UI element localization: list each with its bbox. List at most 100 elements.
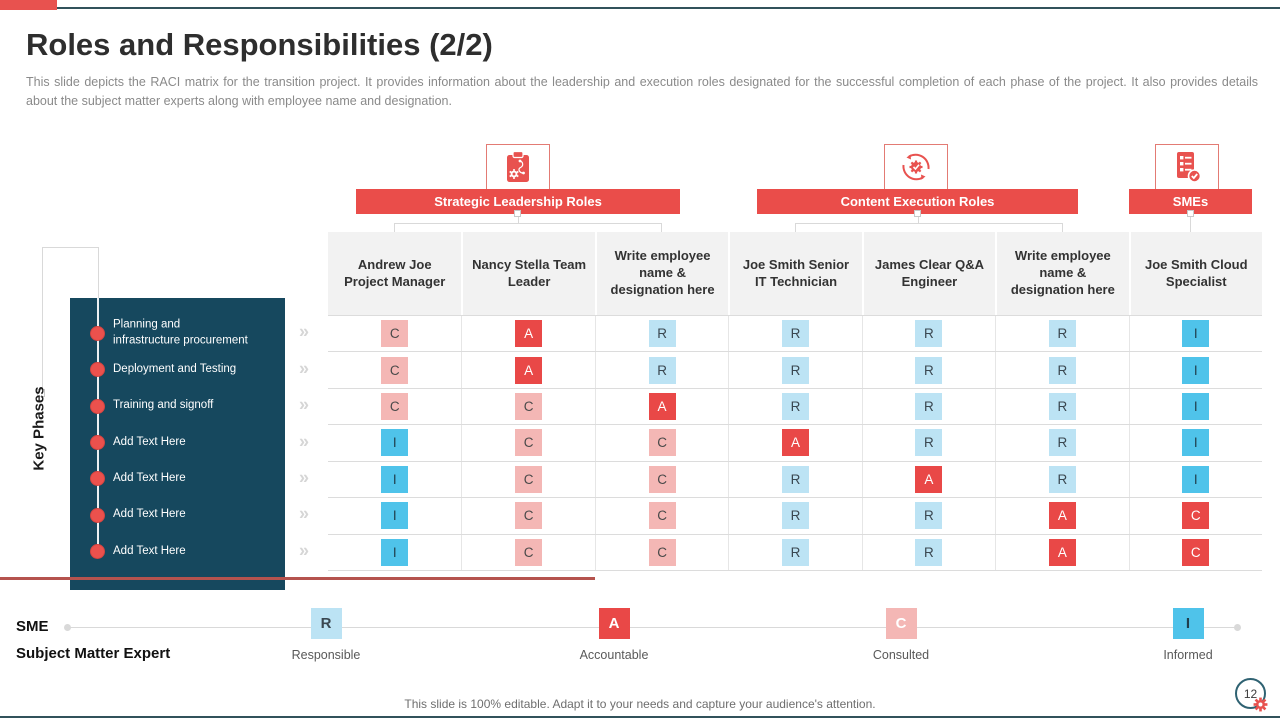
raci-cell: I: [1128, 461, 1262, 498]
raci-chip-i: I: [381, 538, 409, 566]
raci-chip-r: R: [781, 465, 809, 493]
raci-cell: C: [1128, 534, 1262, 570]
phase-dot: [90, 471, 105, 487]
phase-label: Training and signoff: [113, 399, 214, 412]
raci-cell: R: [861, 316, 995, 352]
phase-label[interactable]: Add Text Here: [113, 435, 186, 448]
connector-line: [795, 223, 796, 232]
raci-chip-r: R: [915, 429, 943, 457]
raci-chip-i: I: [1182, 393, 1210, 421]
raci-chip-a: A: [648, 393, 676, 421]
raci-cell: I: [328, 425, 461, 460]
raci-chip-r: R: [1048, 465, 1076, 493]
raci-chip-r: R: [648, 356, 676, 384]
raci-cell: R: [995, 388, 1128, 425]
raci-cell: R: [995, 352, 1128, 388]
gear-icon[interactable]: [1253, 697, 1268, 712]
legend-chip-c: C: [885, 608, 917, 639]
raci-chip-c: C: [381, 356, 409, 384]
connector-handle: [37, 389, 45, 397]
raci-chip-i: I: [381, 429, 409, 457]
raci-cell: I: [1128, 425, 1262, 461]
gear-cycle-icon: [902, 153, 930, 181]
raci-cell: R: [861, 425, 995, 461]
legend-chip-r: R: [310, 608, 342, 639]
slide-description: This slide depicts the RACI matrix for t…: [26, 75, 1258, 109]
legend-chip-i: I: [1172, 608, 1204, 639]
group-banner-strategic-leadership: Strategic Leadership Roles: [356, 189, 680, 214]
matrix-column-header: Joe Smith Cloud Specialist: [1128, 232, 1262, 315]
legend-label-consulted: Consulted: [872, 648, 930, 662]
page-number: 12: [1243, 686, 1258, 701]
matrix-column-header-label: Joe Smith Cloud Specialist: [1145, 256, 1248, 289]
matrix-column-header: Andrew Joe Project Manager: [328, 232, 462, 315]
raci-cell: C: [461, 425, 594, 461]
raci-cell: R: [861, 498, 995, 534]
raci-chip-r: R: [781, 538, 809, 566]
raci-cell: C: [594, 534, 728, 570]
raci-chip-c: C: [1182, 502, 1210, 530]
legend-line: [68, 627, 1238, 628]
raci-chip-c: C: [648, 465, 676, 493]
raci-chip-r: R: [1048, 320, 1076, 348]
page-title: Roles and Responsibilities (2/2): [26, 27, 493, 62]
raci-chip-c: C: [515, 429, 543, 457]
raci-cell: R: [728, 352, 861, 388]
bottom-rule: [0, 716, 1280, 718]
connector-line: [795, 223, 1062, 224]
raci-cell: R: [728, 388, 861, 425]
raci-chip-c: C: [515, 393, 543, 421]
raci-cell: C: [328, 389, 461, 424]
raci-cell: R: [995, 316, 1128, 352]
raci-chip-a: A: [515, 320, 543, 348]
matrix-column-header-label: Write employee name & designation here: [1010, 248, 1115, 297]
phase-label[interactable]: Add Text Here: [113, 472, 186, 485]
raci-cell: I: [1128, 316, 1262, 352]
phase-dot: [90, 435, 105, 450]
raci-chip-a: A: [781, 429, 809, 457]
phase-label: Planning and infrastructure procurement: [113, 318, 248, 347]
raci-chip-r: R: [915, 538, 943, 566]
raci-cell: A: [461, 316, 594, 352]
raci-cell: R: [728, 498, 861, 534]
legend-chip-a: A: [598, 608, 630, 639]
raci-chip-a: A: [1048, 538, 1076, 566]
raci-cell: R: [995, 461, 1128, 498]
raci-chip-r: R: [781, 356, 809, 384]
connector-handle: [514, 210, 521, 217]
connector-line: [42, 247, 43, 390]
chevron-right-icon: »: [298, 431, 309, 452]
phase-label[interactable]: Add Text Here: [113, 545, 186, 558]
raci-chip-r: R: [781, 502, 809, 530]
connector-line: [518, 217, 519, 223]
accent-bar: [0, 0, 57, 10]
raci-chip-i: I: [1182, 429, 1210, 457]
matrix-column-header: James Clear Q&A Engineer: [861, 232, 996, 315]
matrix-column-header[interactable]: Write employee name & designation here: [594, 232, 729, 315]
matrix-column-header-label: Joe Smith Senior IT Technician: [742, 256, 850, 289]
raci-cell: C: [328, 352, 461, 387]
matrix-column-header-label: James Clear Q&A Engineer: [874, 256, 984, 289]
raci-cell: C: [461, 461, 594, 498]
matrix-column-header-label: Nancy Stella Team Leader: [472, 256, 587, 289]
timeline-line: [97, 298, 99, 552]
chevron-right-icon: »: [298, 321, 309, 342]
matrix-column-header: Nancy Stella Team Leader: [461, 232, 595, 315]
raci-chip-i: I: [1182, 356, 1210, 384]
raci-cell: A: [728, 425, 861, 461]
raci-chip-r: R: [1048, 356, 1076, 384]
raci-chip-r: R: [915, 356, 943, 384]
phase-label[interactable]: Add Text Here: [113, 508, 186, 521]
raci-chip-c: C: [515, 502, 543, 530]
connector-line: [98, 247, 99, 299]
raci-chip-i: I: [1182, 465, 1210, 493]
raci-chip-a: A: [515, 356, 543, 384]
raci-cell: I: [1128, 352, 1262, 388]
raci-matrix: Andrew Joe Project Manager Nancy Stella T…: [328, 232, 1262, 571]
raci-cell: R: [861, 534, 995, 570]
group-banner-content-execution: Content Execution Roles: [757, 189, 1078, 214]
matrix-column-header[interactable]: Write employee name & designation here: [995, 232, 1129, 315]
